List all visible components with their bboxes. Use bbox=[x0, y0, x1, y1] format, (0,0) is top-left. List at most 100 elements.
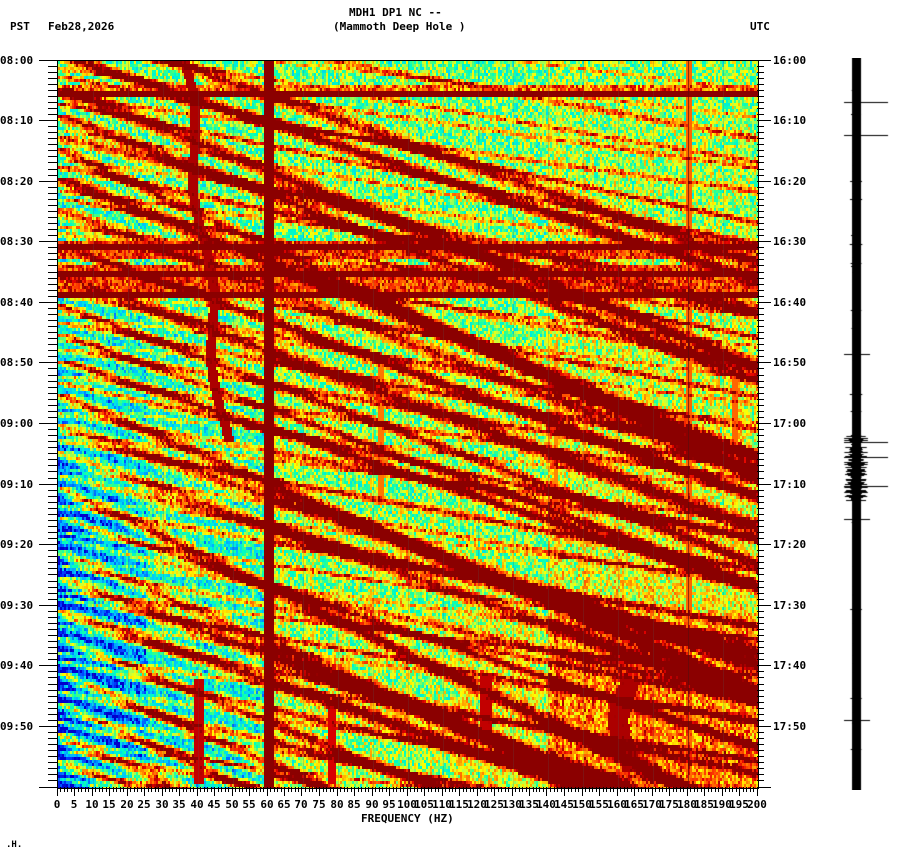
frequency-axis-major-tick bbox=[599, 787, 600, 796]
time-axis-minor-tick bbox=[48, 429, 57, 430]
spectrogram-plot-area bbox=[57, 60, 759, 789]
frequency-axis-major-tick bbox=[319, 787, 320, 796]
frequency-axis-minor-tick bbox=[218, 787, 219, 792]
time-axis-utc-label: 16:00 bbox=[773, 54, 807, 67]
frequency-axis-major-tick bbox=[722, 787, 723, 796]
frequency-axis-minor-tick bbox=[183, 787, 184, 792]
frequency-axis-minor-tick bbox=[365, 787, 366, 792]
utc-axis-minor-tick bbox=[757, 338, 764, 339]
utc-axis-minor-tick bbox=[757, 502, 764, 503]
frequency-axis-minor-tick bbox=[340, 787, 341, 792]
frequency-axis-minor-tick bbox=[428, 787, 429, 792]
utc-axis-minor-tick bbox=[757, 690, 764, 691]
time-axis-local-label: 08:10 bbox=[0, 114, 34, 127]
utc-axis-minor-tick bbox=[757, 496, 764, 497]
utc-axis-minor-tick bbox=[757, 326, 764, 327]
frequency-axis-major-tick bbox=[634, 787, 635, 796]
frequency-axis-minor-tick bbox=[662, 787, 663, 792]
utc-axis-minor-tick bbox=[757, 490, 764, 491]
frequency-axis-major-tick bbox=[652, 787, 653, 796]
frequency-axis-minor-tick bbox=[326, 787, 327, 792]
frequency-axis-label-tick: 85 bbox=[347, 798, 361, 811]
frequency-axis-major-tick bbox=[144, 787, 145, 796]
time-axis-minor-tick bbox=[48, 617, 57, 618]
frequency-axis-minor-tick bbox=[484, 787, 485, 792]
frequency-axis-minor-tick bbox=[414, 787, 415, 792]
utc-axis-minor-tick bbox=[757, 265, 764, 266]
frequency-axis-label-tick: 35 bbox=[172, 798, 186, 811]
frequency-axis-minor-tick bbox=[452, 787, 453, 792]
frequency-axis-major-tick bbox=[617, 787, 618, 796]
frequency-axis-minor-tick bbox=[130, 787, 131, 792]
utc-axis-minor-tick bbox=[757, 344, 764, 345]
frequency-axis-minor-tick bbox=[386, 787, 387, 792]
frequency-axis-minor-tick bbox=[172, 787, 173, 792]
frequency-axis-minor-tick bbox=[361, 787, 362, 792]
time-axis-major-tick bbox=[39, 120, 57, 121]
utc-axis-minor-tick bbox=[757, 193, 764, 194]
frequency-axis-minor-tick bbox=[522, 787, 523, 792]
frequency-axis-minor-tick bbox=[627, 787, 628, 792]
frequency-axis-minor-tick bbox=[491, 787, 492, 792]
utc-axis-minor-tick bbox=[757, 66, 764, 67]
frequency-axis-minor-tick bbox=[106, 787, 107, 792]
frequency-axis-label-tick: 10 bbox=[85, 798, 99, 811]
utc-axis-minor-tick bbox=[757, 756, 764, 757]
corner-mark: .H. bbox=[6, 840, 23, 850]
utc-axis-minor-tick bbox=[757, 768, 764, 769]
frequency-axis-major-tick bbox=[407, 787, 408, 796]
utc-axis-minor-tick bbox=[757, 780, 764, 781]
utc-axis-major-tick bbox=[757, 181, 771, 182]
frequency-axis-minor-tick bbox=[666, 787, 667, 792]
frequency-axis-minor-tick bbox=[270, 787, 271, 792]
time-axis-minor-tick bbox=[48, 211, 57, 212]
frequency-axis-label-tick: 45 bbox=[207, 798, 221, 811]
frequency-axis-label-tick: 120 bbox=[467, 798, 487, 811]
frequency-axis-major-tick bbox=[687, 787, 688, 796]
frequency-axis-minor-tick bbox=[64, 787, 65, 792]
utc-axis-minor-tick bbox=[757, 290, 764, 291]
frequency-axis-minor-tick bbox=[673, 787, 674, 792]
time-axis-minor-tick bbox=[48, 696, 57, 697]
utc-axis-minor-tick bbox=[757, 684, 764, 685]
frequency-axis-minor-tick bbox=[697, 787, 698, 792]
frequency-axis-minor-tick bbox=[526, 787, 527, 792]
frequency-axis-minor-tick bbox=[638, 787, 639, 792]
utc-axis-minor-tick bbox=[757, 532, 764, 533]
time-axis-major-tick bbox=[39, 60, 57, 61]
utc-axis-minor-tick bbox=[757, 611, 764, 612]
time-axis-minor-tick bbox=[48, 169, 57, 170]
utc-axis-minor-tick bbox=[757, 435, 764, 436]
utc-axis-minor-tick bbox=[757, 508, 764, 509]
time-axis-minor-tick bbox=[48, 375, 57, 376]
frequency-axis-label-tick: 170 bbox=[642, 798, 662, 811]
frequency-axis-minor-tick bbox=[291, 787, 292, 792]
frequency-axis-minor-tick bbox=[592, 787, 593, 792]
frequency-axis-label-tick: 110 bbox=[432, 798, 452, 811]
utc-axis-minor-tick bbox=[757, 381, 764, 382]
frequency-axis-minor-tick bbox=[438, 787, 439, 792]
frequency-axis-minor-tick bbox=[246, 787, 247, 792]
utc-axis-minor-tick bbox=[757, 405, 764, 406]
utc-axis-minor-tick bbox=[757, 581, 764, 582]
time-axis-minor-tick bbox=[48, 90, 57, 91]
frequency-axis-minor-tick bbox=[711, 787, 712, 792]
time-axis-minor-tick bbox=[48, 629, 57, 630]
frequency-axis-minor-tick bbox=[281, 787, 282, 792]
frequency-axis-minor-tick bbox=[368, 787, 369, 792]
time-axis-minor-tick bbox=[48, 290, 57, 291]
time-axis-utc-label: 17:00 bbox=[773, 417, 807, 430]
frequency-axis-minor-tick bbox=[680, 787, 681, 792]
frequency-axis-label-tick: 75 bbox=[312, 798, 326, 811]
time-axis-minor-tick bbox=[48, 187, 57, 188]
frequency-axis-minor-tick bbox=[466, 787, 467, 792]
frequency-axis-minor-tick bbox=[330, 787, 331, 792]
time-axis-minor-tick bbox=[48, 714, 57, 715]
frequency-axis-label: FREQUENCY (HZ) bbox=[361, 812, 454, 825]
frequency-axis-label-tick: 55 bbox=[242, 798, 256, 811]
frequency-axis-minor-tick bbox=[708, 787, 709, 792]
time-axis-minor-tick bbox=[48, 102, 57, 103]
time-axis-minor-tick bbox=[48, 296, 57, 297]
time-axis-minor-tick bbox=[48, 417, 57, 418]
frequency-axis-label-tick: 175 bbox=[659, 798, 679, 811]
